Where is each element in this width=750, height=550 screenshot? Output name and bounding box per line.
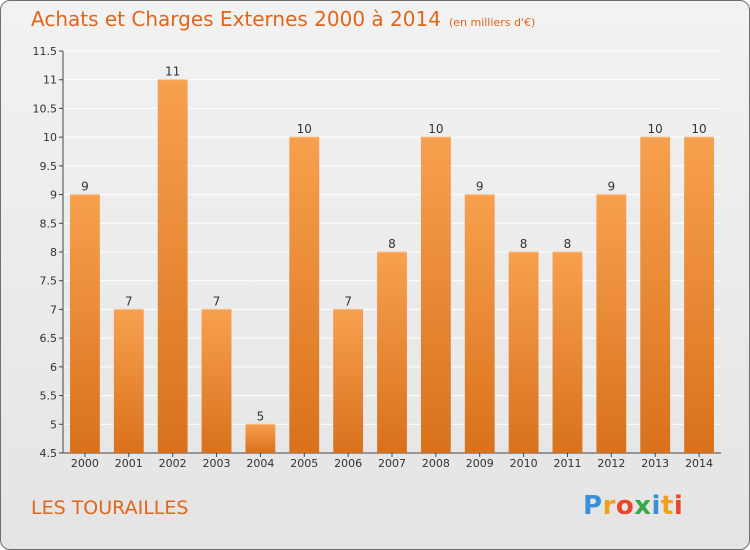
chart-unit: (en milliers d'€) [448,16,536,29]
logo-letter: P [583,491,603,521]
logo-letter: r [602,491,616,521]
logo-letter: x [634,491,652,521]
y-tick-label: 6 [50,361,57,374]
bar [70,194,100,454]
bar [157,79,188,453]
x-tick-label: 2000 [71,457,99,470]
bar [377,252,407,453]
tick-labels: 4.5 5 5.5 6 6.5 7 7.5 8 8.5 9 9.5 10 10.5 11 11.5 2000 2… [33,45,714,470]
bar [508,252,539,453]
value-label: 7 [344,294,352,308]
bar [552,252,583,453]
value-label: 9 [81,180,89,194]
logo-letter: t [660,491,674,521]
bar [464,194,495,454]
logo-letter: i [651,491,661,521]
bar [684,137,714,453]
x-tick-label: 2012 [597,457,625,470]
y-tick-label: 10 [43,131,57,144]
x-tick-label: 2006 [334,457,362,470]
value-label: 11 [165,65,180,79]
y-tick-label: 9.5 [40,160,58,173]
bars [70,79,714,454]
bar [113,309,144,453]
y-tick-label: 5 [50,418,57,431]
value-label: 10 [428,122,443,136]
bar [333,309,364,453]
x-tick-label: 2009 [466,457,494,470]
x-tick-label: 2013 [641,457,669,470]
x-tick-label: 2007 [378,457,406,470]
value-label: 10 [297,122,312,136]
value-label: 8 [388,237,396,251]
value-label: 7 [213,294,221,308]
x-tick-label: 2001 [115,457,143,470]
proxiti-logo: Proxiti [583,491,683,521]
x-tick-label: 2002 [159,457,187,470]
chart-title: Achats et Charges Externes 2000 à 2014 [31,7,441,31]
y-tick-label: 7.5 [40,275,58,288]
x-tick-label: 2014 [685,457,713,470]
y-tick-label: 11 [43,74,57,87]
y-tick-label: 7 [50,303,57,316]
y-tick-label: 4.5 [40,447,58,460]
place-name: LES TOURAILLES [31,497,189,519]
y-tick-label: 10.5 [33,102,58,115]
logo-letter: o [615,491,635,521]
bar [289,137,320,453]
chart-title-block: Achats et Charges Externes 2000 à 2014 (e… [31,7,535,31]
bar [640,137,671,453]
x-tick-label: 2004 [246,457,274,470]
bar [420,137,451,453]
value-label: 8 [520,237,528,251]
logo-letter: i [673,491,684,521]
y-tick-label: 5.5 [40,390,58,403]
value-label: 7 [125,294,133,308]
value-label: 9 [476,180,484,194]
value-label: 9 [608,180,616,194]
x-tick-label: 2005 [290,457,318,470]
x-tick-label: 2008 [422,457,450,470]
y-tick-label: 11.5 [33,45,58,58]
bar [596,194,627,454]
x-tick-label: 2003 [203,457,231,470]
y-tick-label: 9 [50,189,57,202]
x-tick-label: 2011 [553,457,581,470]
value-label: 10 [691,122,706,136]
y-tick-label: 8 [50,246,57,259]
bar [201,309,232,453]
value-labels: 9 7 11 7 5 10 7 8 10 9 8 8 9 10 10 [81,65,707,424]
value-label: 5 [257,409,265,423]
x-tick-label: 2010 [510,457,538,470]
y-tick-label: 6.5 [40,332,58,345]
y-tick-label: 8.5 [40,217,58,230]
value-label: 8 [564,237,572,251]
bar [245,424,276,453]
value-label: 10 [648,122,663,136]
